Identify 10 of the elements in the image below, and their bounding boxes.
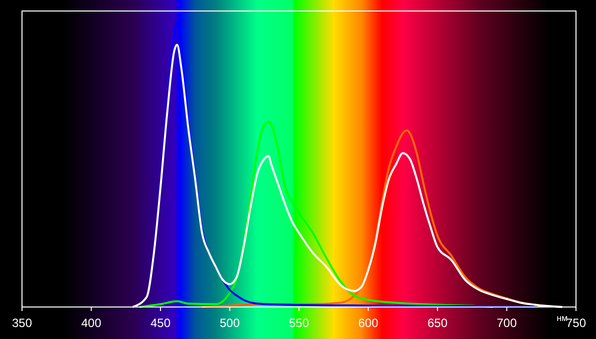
x-tick-label: 450	[150, 316, 171, 330]
x-tick-label: 550	[288, 316, 310, 330]
x-tick-label: 700	[496, 316, 518, 330]
x-tick-label: 500	[220, 316, 240, 330]
x-tick-label: 600	[358, 316, 379, 330]
x-axis-title: нм	[556, 313, 568, 323]
x-tick-label: 650	[427, 316, 448, 330]
x-tick-label: 350	[12, 316, 32, 330]
x-tick-label: 400	[81, 316, 102, 330]
x-tick-label: 750	[566, 316, 586, 330]
